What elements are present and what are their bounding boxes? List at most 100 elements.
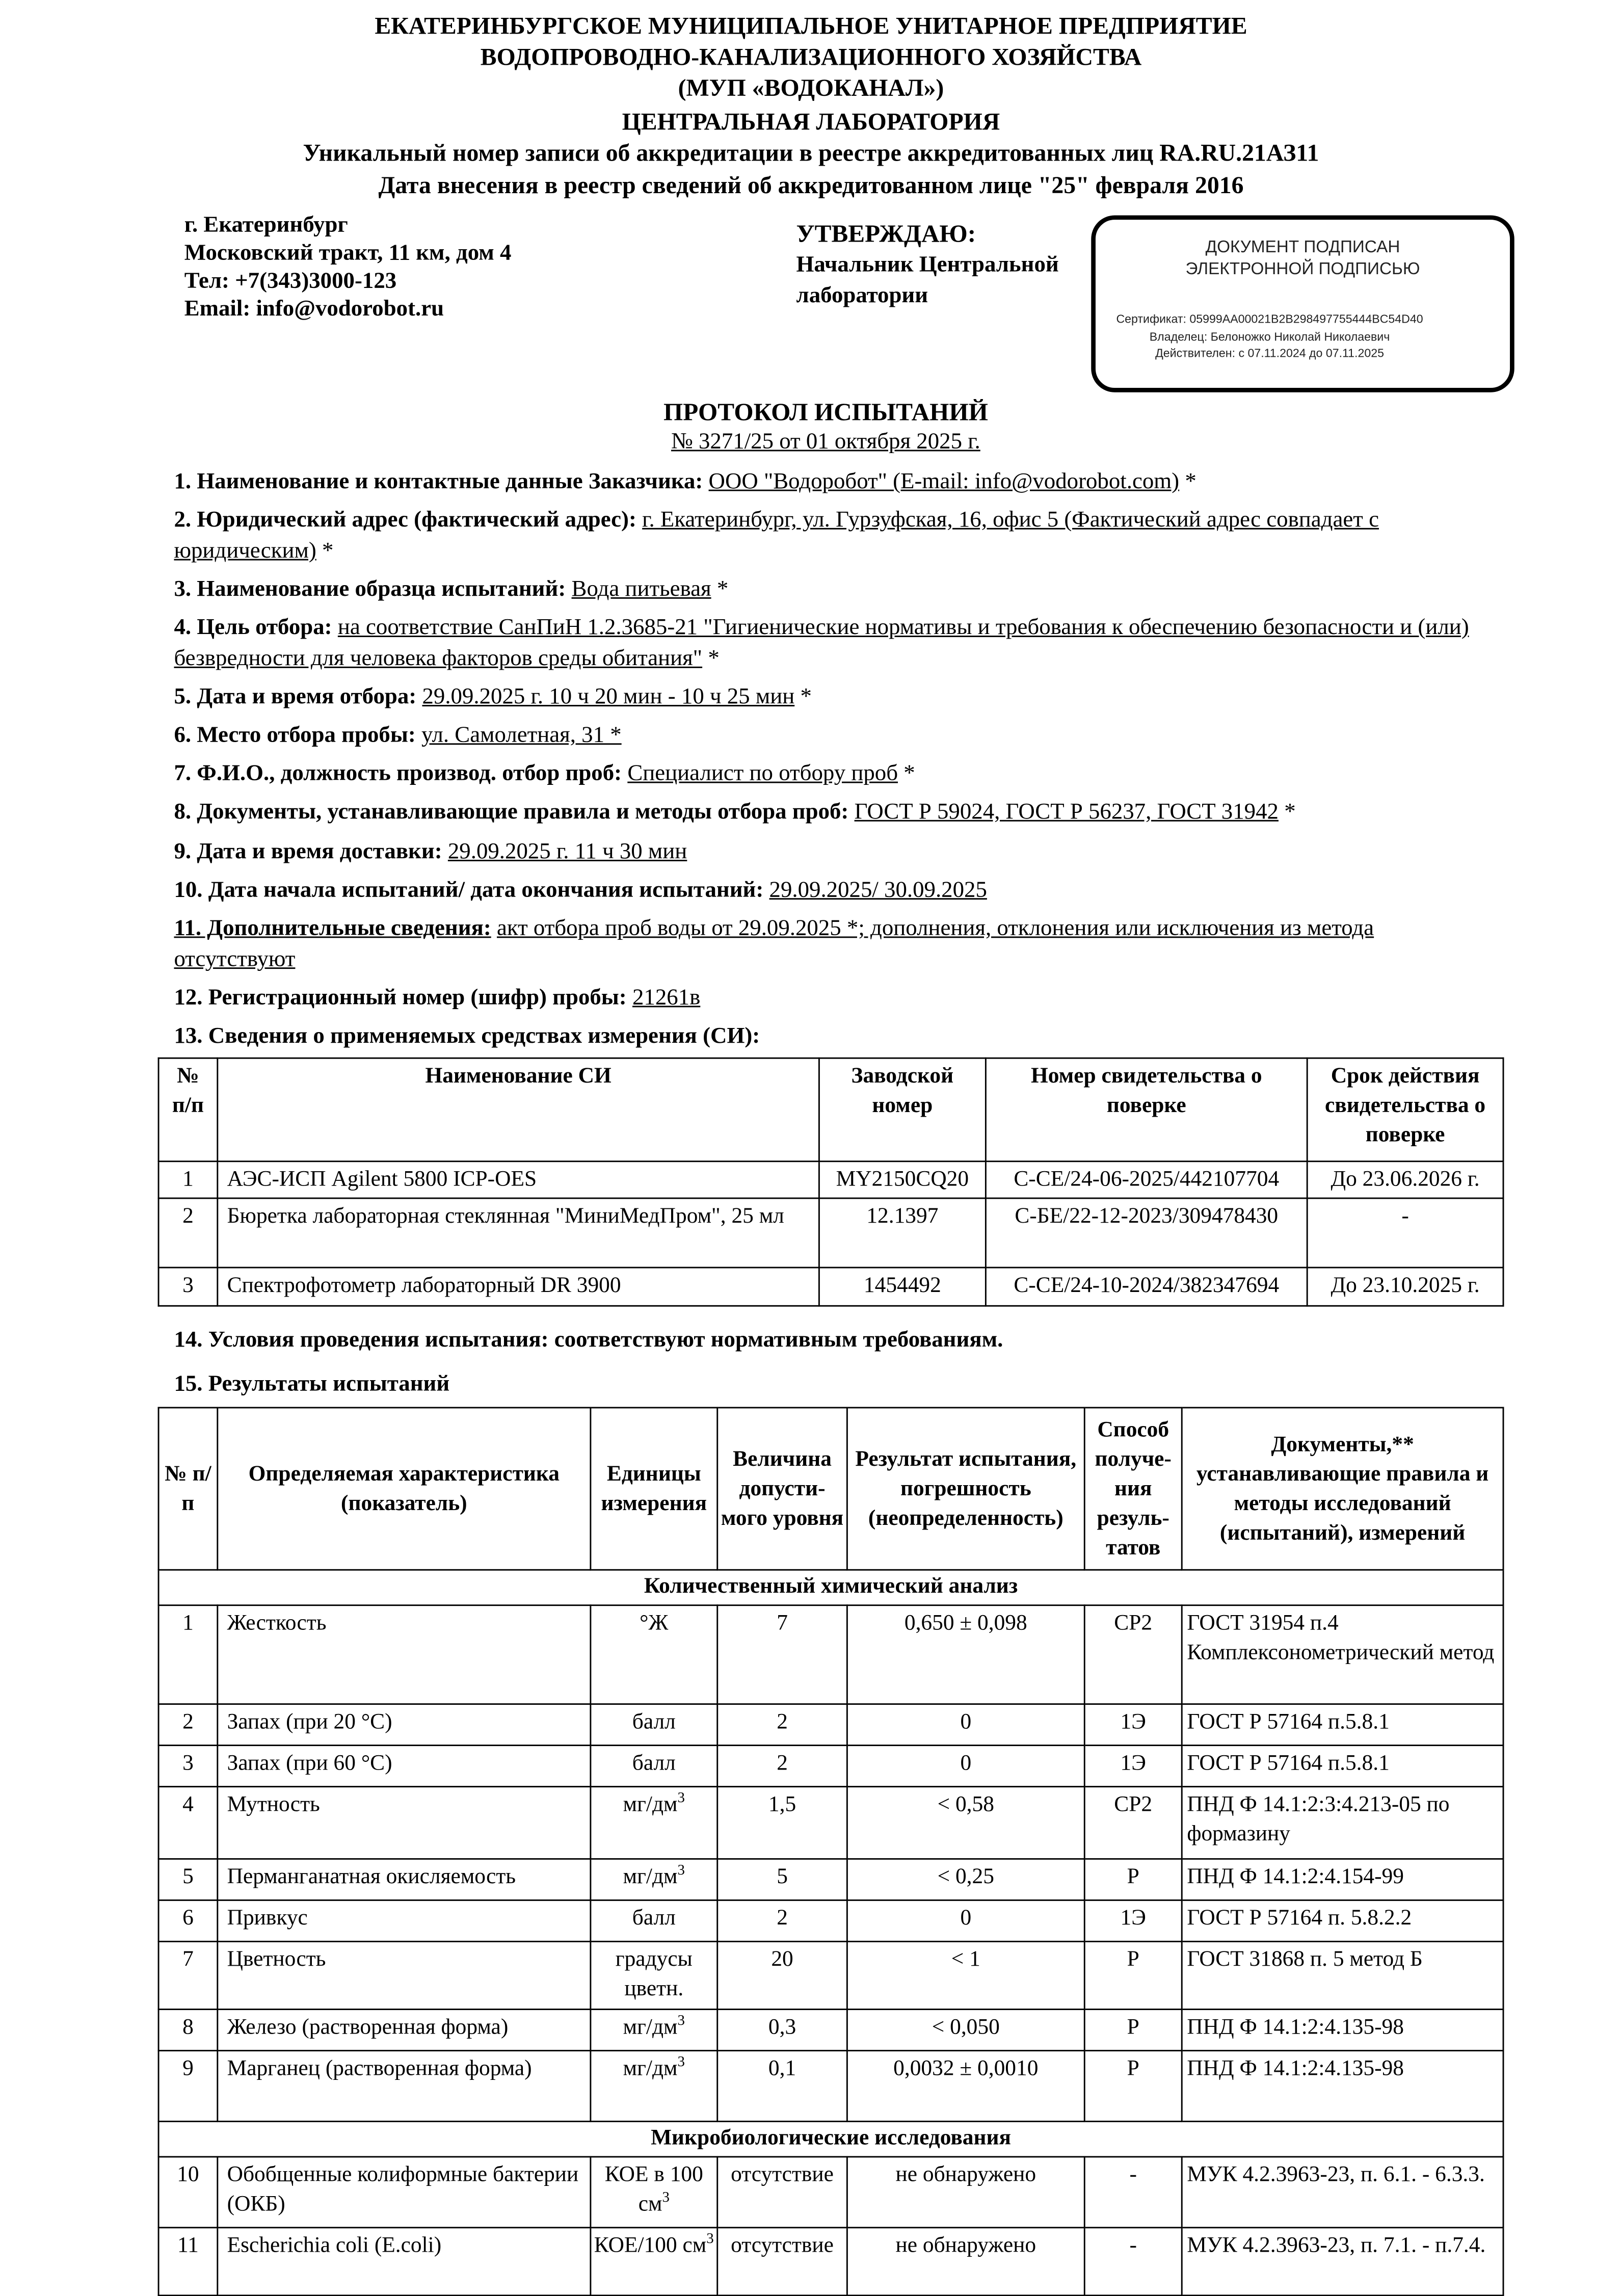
item-label: 3. Наименование образца испытаний:	[174, 576, 566, 602]
protocol-item: 12. Регистрационный номер (шифр) пробы: …	[174, 982, 1486, 1013]
si-cell: 3	[157, 1266, 219, 1307]
approval-position-2: лаборатории	[796, 283, 928, 308]
item-label: 9. Дата и время доставки:	[174, 839, 442, 864]
permissible-level: 0,1	[716, 2050, 848, 2122]
si-cell: До 23.10.2025 г.	[1306, 1266, 1504, 1307]
item-value: ул. Самолетная, 31 *	[421, 722, 622, 748]
item-value: ООО "Водоробот" (E-mail: info@vodorobot.…	[708, 469, 1180, 494]
item-suffix: *	[1278, 799, 1296, 825]
item-suffix: *	[794, 684, 812, 709]
permissible-level: 5	[716, 1858, 848, 1901]
si-header-cell: Срок действия свидетельства о поверке	[1306, 1057, 1504, 1163]
stamp-title-1: ДОКУМЕНТ ПОДПИСАН	[1205, 239, 1400, 257]
street: Московский тракт, 11 км, дом 4	[184, 240, 512, 266]
unit-superscript: 3	[677, 2013, 685, 2029]
email: Email: info@vodorobot.ru	[184, 296, 444, 322]
results-header-cell: Единицы измерения	[590, 1407, 719, 1571]
si-cell: MY2150CQ20	[818, 1160, 987, 1199]
si-cell: -	[1306, 1197, 1504, 1269]
item-label: 7. Ф.И.О., должность производ. отбор про…	[174, 761, 622, 786]
results-row: 2 Запах (при 20 °С) балл 2 0 1Э ГОСТ Р 57164 п…	[157, 1703, 1504, 1747]
test-result: < 0,050	[846, 2009, 1085, 2051]
row-number: 9	[157, 2050, 219, 2122]
results-header-cell: Документы,** устанавливающие правила и м…	[1181, 1407, 1504, 1571]
method-document: ГОСТ Р 57164 п. 5.8.2.2	[1181, 1899, 1504, 1942]
results-header-cell: Способ получе-ния резуль-татов	[1083, 1407, 1183, 1571]
section-title: Количественный химический анализ	[157, 1569, 1504, 1606]
item-value: ГОСТ Р 59024, ГОСТ Р 56237, ГОСТ 31942	[854, 799, 1279, 825]
si-cell: 12.1397	[818, 1197, 987, 1269]
protocol-item: 1. Наименование и контактные данные Зака…	[174, 466, 1486, 497]
results-header-cell: Результат испытания, погрешность (неопре…	[846, 1407, 1085, 1571]
si-cell: Спектрофотометр лабораторный DR 3900	[217, 1266, 820, 1307]
si-header-cell: № п/п	[157, 1057, 219, 1163]
unit: КОЕ в 100 см3	[590, 2156, 719, 2229]
results-row: 10 Обобщенные колиформные бактерии (ОКБ) К…	[157, 2156, 1504, 2229]
item-value: 29.09.2025 г. 11 ч 30 мин	[447, 839, 687, 864]
permissible-level: 1,5	[716, 1786, 848, 1860]
si-header-cell: Заводской номер	[818, 1057, 987, 1163]
item-value: 21261в	[632, 985, 701, 1011]
method-code: 1Э	[1083, 1899, 1183, 1942]
results-row: 6 Привкус балл 2 0 1Э ГОСТ Р 57164 п. 5.8.2.2	[157, 1899, 1504, 1942]
test-result: < 0,58	[846, 1786, 1085, 1860]
item-suffix: *	[316, 538, 334, 564]
approval-title: УТВЕРЖДАЮ:	[796, 220, 976, 248]
item-label: 5. Дата и время отбора:	[174, 684, 417, 709]
method-code: СР2	[1083, 1604, 1183, 1705]
method-document: ГОСТ Р 57164 п.5.8.1	[1181, 1745, 1504, 1788]
results-header-row: № п/п Определяемая характеристика (показа…	[157, 1407, 1504, 1571]
si-cell: 1454492	[818, 1266, 987, 1307]
method-code: Р	[1083, 2050, 1183, 2122]
method-document: ГОСТ 31868 п. 5 метод Б	[1181, 1940, 1504, 2010]
item-value: 29.09.2025/ 30.09.2025	[769, 877, 987, 903]
org-name-line2: ВОДОПРОВОДНО-КАНАЛИЗАЦИОННОГО ХОЗЯЙСТВА	[480, 42, 1142, 71]
protocol-item: 11. Дополнительные сведения: акт отбора …	[174, 913, 1486, 975]
method-document: ГОСТ 31954 п.4 Комплексонометрический ме…	[1181, 1604, 1504, 1705]
row-number: 8	[157, 2009, 219, 2051]
row-number: 1	[157, 1604, 219, 1705]
unit-superscript: 3	[677, 1862, 685, 1879]
si-title: 13. Сведения о применяемых средствах изм…	[174, 1023, 760, 1049]
unit: балл	[590, 1703, 719, 1747]
si-header-cell: Наименование СИ	[217, 1057, 820, 1163]
unit: балл	[590, 1899, 719, 1942]
item-value: акт отбора проб воды от 29.09.2025 *; до…	[174, 915, 1374, 972]
unit-superscript: 3	[677, 2054, 685, 2071]
method-code: Р	[1083, 1940, 1183, 2010]
permissible-level: 2	[716, 1745, 848, 1788]
test-result: не обнаружено	[846, 2156, 1085, 2229]
accreditation-date: Дата внесения в реестр сведений об аккре…	[378, 171, 1244, 199]
method-code: 1Э	[1083, 1703, 1183, 1747]
si-cell: С-СЕ/24-06-2025/442107704	[985, 1160, 1308, 1199]
item-label: 10. Дата начала испытаний/ дата окончани…	[174, 877, 764, 903]
test-result: 0	[846, 1745, 1085, 1788]
row-number: 3	[157, 1745, 219, 1788]
row-number: 7	[157, 1940, 219, 2010]
permissible-level: отсутствие	[716, 2227, 848, 2296]
accreditation-number: Уникальный номер записи об аккредитации …	[303, 138, 1319, 167]
e-signature-stamp: ДОКУМЕНТ ПОДПИСАН ЭЛЕКТРОННОЙ ПОДПИСЬЮ Се…	[1091, 215, 1514, 392]
test-result: 0,650 ± 0,098	[846, 1604, 1085, 1705]
parameter-name: Цветность	[217, 1940, 592, 2010]
results-header-cell: Величина допусти-мого уровня	[716, 1407, 848, 1571]
unit: мг/дм3	[590, 1858, 719, 1901]
results-row: 3 Запах (при 60 °С) балл 2 0 1Э ГОСТ Р 57164 п…	[157, 1745, 1504, 1788]
results-header-cell: Определяемая характеристика (показатель)	[217, 1407, 592, 1571]
permissible-level: 7	[716, 1604, 848, 1705]
section-title: Микробиологические исследования	[157, 2120, 1504, 2158]
results-row: 5 Перманганатная окисляемость мг/дм3 5 < 0,2…	[157, 1858, 1504, 1901]
si-cell: 1	[157, 1160, 219, 1199]
test-result: < 0,25	[846, 1858, 1085, 1901]
item-value: 29.09.2025 г. 10 ч 20 мин - 10 ч 25 мин	[422, 684, 795, 709]
item-value: Специалист по отбору проб	[627, 761, 898, 786]
permissible-level: 2	[716, 1899, 848, 1942]
method-document: ПНД Ф 14.1:2:3:4.213-05 по формазину	[1181, 1786, 1504, 1860]
unit-superscript: 3	[662, 2189, 670, 2206]
row-number: 2	[157, 1703, 219, 1747]
method-document: ПНД Ф 14.1:2:4.154-99	[1181, 1858, 1504, 1901]
approval-position: Начальник Центральной	[796, 252, 1059, 277]
protocol-item: 2. Юридический адрес (фактический адрес)…	[174, 505, 1486, 567]
results-row: 4 Мутность мг/дм3 1,5 < 0,58 СР2 ПНД Ф 14.1:2:…	[157, 1786, 1504, 1860]
permissible-level: 0,3	[716, 2009, 848, 2051]
